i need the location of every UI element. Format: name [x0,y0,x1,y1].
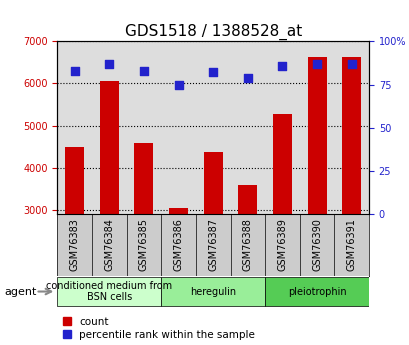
Bar [238,185,257,214]
Bar [265,277,368,306]
Text: conditioned medium from
BSN cells: conditioned medium from BSN cells [46,281,172,302]
Point [313,61,319,67]
Text: GSM76390: GSM76390 [311,218,321,272]
Text: GSM76387: GSM76387 [208,218,218,272]
Text: pleiotrophin: pleiotrophin [287,287,346,296]
Bar [99,81,119,214]
Point [71,68,78,73]
Text: GSM76391: GSM76391 [346,218,356,272]
Text: heregulin: heregulin [190,287,236,296]
Point [175,82,182,87]
Text: GSM76389: GSM76389 [277,218,287,272]
Point [279,63,285,68]
Legend: count, percentile rank within the sample: count, percentile rank within the sample [63,317,254,340]
Bar [169,208,188,214]
Title: GDS1518 / 1388528_at: GDS1518 / 1388528_at [124,24,301,40]
Bar [342,57,360,214]
Bar [307,57,326,214]
Text: agent: agent [4,287,36,296]
Bar [203,152,222,214]
Point [140,68,147,73]
Text: GSM76388: GSM76388 [242,218,252,272]
Point [106,61,112,67]
Point [348,61,354,67]
Bar [134,143,153,214]
Bar [272,114,291,214]
Text: GSM76383: GSM76383 [70,218,79,272]
Bar [57,277,161,306]
Text: GSM76385: GSM76385 [139,218,148,272]
Point [244,75,250,80]
Point [209,70,216,75]
Bar [65,147,84,214]
Text: GSM76384: GSM76384 [104,218,114,272]
Bar [161,277,265,306]
Text: GSM76386: GSM76386 [173,218,183,272]
